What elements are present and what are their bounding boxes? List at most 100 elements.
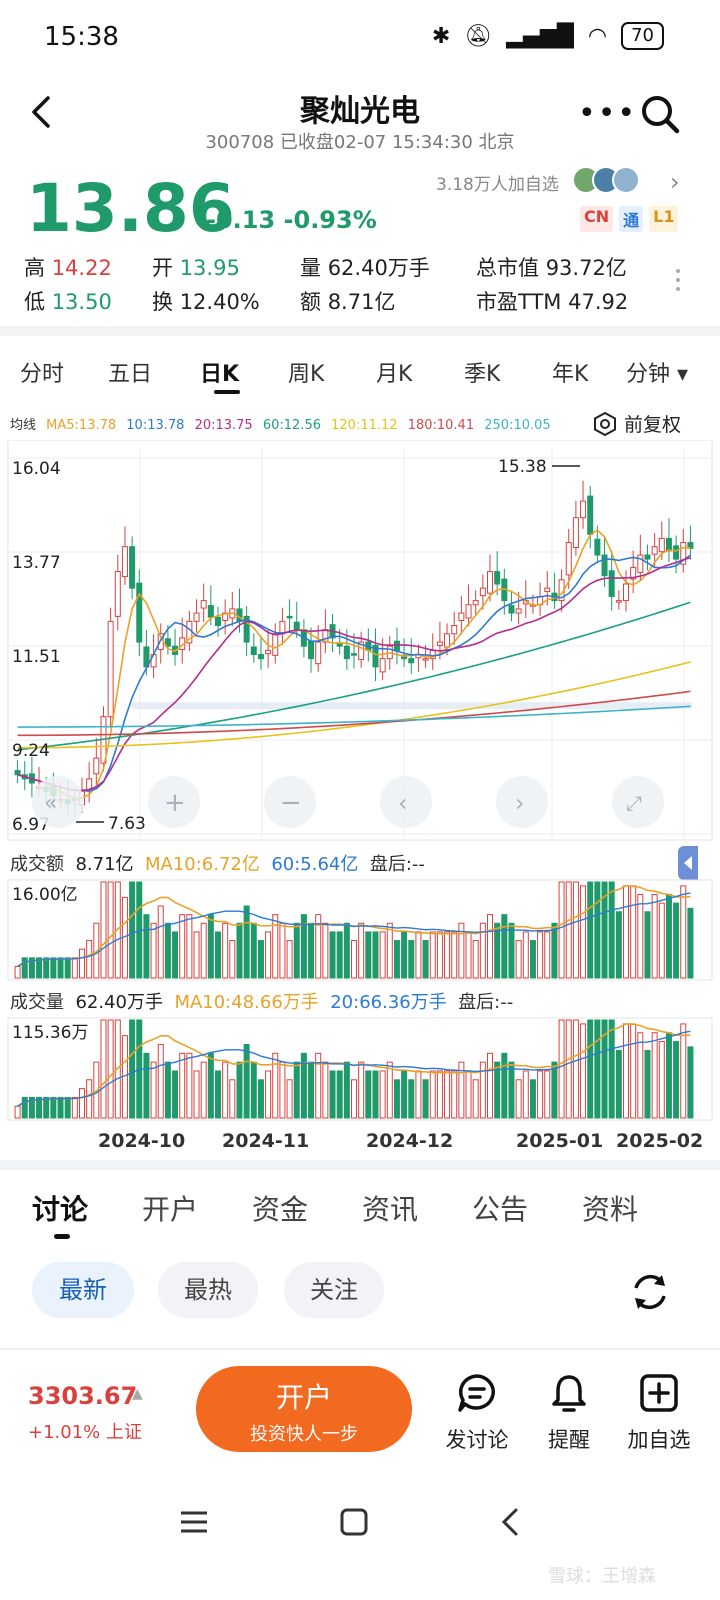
badge-level1: L1 xyxy=(649,206,679,232)
candle-body xyxy=(107,620,114,718)
amount-bar xyxy=(315,914,322,979)
amount-legend-ma10: MA10:6.72亿 xyxy=(144,854,260,875)
volume-bar xyxy=(486,1052,494,1119)
candle-body xyxy=(658,537,665,553)
volume-bar xyxy=(143,1052,150,1119)
index-price[interactable]: 3303.67 xyxy=(28,1382,138,1410)
volume-bar xyxy=(129,1019,136,1119)
high-label: 高 xyxy=(24,256,45,280)
candle-body xyxy=(479,587,486,597)
volume-bar xyxy=(658,1041,665,1119)
amount-bar xyxy=(214,931,222,979)
tab-discussion[interactable]: 讨论 xyxy=(32,1193,89,1226)
stock-title: 聚灿光电 xyxy=(300,94,420,129)
tab-intraday[interactable]: 分时 xyxy=(20,362,65,387)
chevron-left-icon: ‹ xyxy=(398,789,408,817)
ma250-value: 250:10.05 xyxy=(484,418,551,433)
tab-announcements[interactable]: 公告 xyxy=(472,1193,529,1226)
tab-profile[interactable]: 资料 xyxy=(582,1193,639,1226)
volume-bar xyxy=(680,1023,687,1119)
post-discussion-button[interactable]: 发讨论 xyxy=(432,1372,522,1454)
tab-news[interactable]: 资讯 xyxy=(362,1193,419,1226)
ma20-value: 20:13.75 xyxy=(194,418,253,433)
amount-legend-after: 盘后:-- xyxy=(369,854,425,875)
zoom-in-button[interactable] xyxy=(148,776,200,828)
amount-bar xyxy=(580,885,587,979)
candle-body xyxy=(243,615,250,643)
amount-bar xyxy=(479,922,486,979)
amount-legend: 成交额 8.71亿 MA10:6.72亿 60:5.64亿 盘后:-- xyxy=(10,850,425,876)
volume-bar xyxy=(172,1070,179,1119)
candle-body xyxy=(193,612,200,622)
volume-bar xyxy=(644,1049,651,1119)
volume-bar xyxy=(336,1070,343,1119)
volume-bar xyxy=(315,1052,322,1119)
adjust-selector[interactable]: 前复权 xyxy=(592,410,681,437)
tab-quarterly-k[interactable]: 季K xyxy=(464,362,501,387)
quote-open: 开 13.95 xyxy=(152,252,240,282)
collapse-panel-button[interactable] xyxy=(678,846,698,880)
volume-bar xyxy=(293,1061,300,1119)
date-label: 2025-02 xyxy=(616,1130,704,1152)
tab-yearly-k[interactable]: 年K xyxy=(552,362,589,387)
scroll-left-fast-button[interactable] xyxy=(32,776,84,828)
scroll-left-button[interactable] xyxy=(380,776,432,828)
volume-bar xyxy=(343,1061,350,1119)
candle-body xyxy=(637,554,644,573)
price-axis-label: 11.51 xyxy=(12,647,61,667)
volume-bar xyxy=(458,1061,465,1119)
volume-bar xyxy=(207,1052,214,1119)
tab-five-day[interactable]: 五日 xyxy=(108,362,153,387)
amount-bar xyxy=(186,914,193,979)
back-icon[interactable] xyxy=(22,92,62,132)
fullscreen-button[interactable] xyxy=(612,776,664,828)
candle-body xyxy=(601,554,608,577)
tab-monthly-k[interactable]: 月K xyxy=(376,362,413,387)
refresh-icon[interactable] xyxy=(628,1270,672,1314)
menu-icon[interactable] xyxy=(178,1506,210,1538)
volume-bar xyxy=(322,1061,329,1119)
index-change[interactable]: +1.01% 上证 xyxy=(28,1422,142,1443)
volume-bar xyxy=(630,1023,637,1119)
amount-legend-value: 8.71亿 xyxy=(75,854,134,875)
watcher-avatars[interactable] xyxy=(572,166,640,194)
filter-latest[interactable]: 最新 xyxy=(32,1262,134,1318)
volume-legend: 成交量 62.40万手 MA10:48.66万手 20:66.36万手 盘后:-… xyxy=(10,988,513,1014)
volume-bar xyxy=(544,1070,551,1119)
tab-minute[interactable]: 分钟 ▾ xyxy=(626,362,689,387)
watchers-count[interactable]: 3.18万人加自选 xyxy=(436,175,559,195)
quote-amount: 额 8.71亿 xyxy=(300,286,395,316)
expand-quote-icon[interactable] xyxy=(676,264,682,296)
adjust-label: 前复权 xyxy=(624,414,682,436)
tab-funds[interactable]: 资金 xyxy=(252,1193,309,1226)
search-icon[interactable] xyxy=(640,94,680,134)
add-watchlist-button[interactable]: 加自选 xyxy=(614,1372,704,1454)
tab-weekly-k[interactable]: 周K xyxy=(288,362,325,387)
amount-bar xyxy=(150,922,157,979)
more-icon[interactable]: ••• xyxy=(578,96,638,131)
zoom-out-button[interactable] xyxy=(264,776,316,828)
filter-following[interactable]: 关注 xyxy=(284,1262,384,1318)
amount-bar xyxy=(515,940,522,979)
expand-icon: ⤢ xyxy=(626,791,642,815)
home-icon[interactable] xyxy=(338,1506,370,1538)
candle-body xyxy=(164,638,171,647)
status-icons: ✱ 🔕︎ ▂▄▆█ ◠ 70 xyxy=(432,22,664,50)
chevron-right-icon[interactable]: › xyxy=(670,168,680,196)
scroll-right-button[interactable] xyxy=(496,776,548,828)
back-nav-icon[interactable] xyxy=(496,1506,528,1538)
tab-daily-k[interactable]: 日K xyxy=(200,362,240,387)
candle-body xyxy=(673,545,680,560)
last-price: 13.86 xyxy=(26,170,235,247)
amount-bar xyxy=(78,948,86,979)
open-account-button[interactable]: 开户 投资快人一步 xyxy=(196,1366,412,1452)
date-label: 2025-01 xyxy=(516,1130,604,1152)
filter-hot[interactable]: 最热 xyxy=(158,1262,258,1318)
alert-button[interactable]: 提醒 xyxy=(524,1372,614,1454)
tab-open-account[interactable]: 开户 xyxy=(142,1193,199,1226)
volume-bar xyxy=(193,1070,200,1119)
amount-bar xyxy=(64,957,71,979)
volume-frame xyxy=(7,1017,713,1121)
amount-bar xyxy=(472,940,479,979)
